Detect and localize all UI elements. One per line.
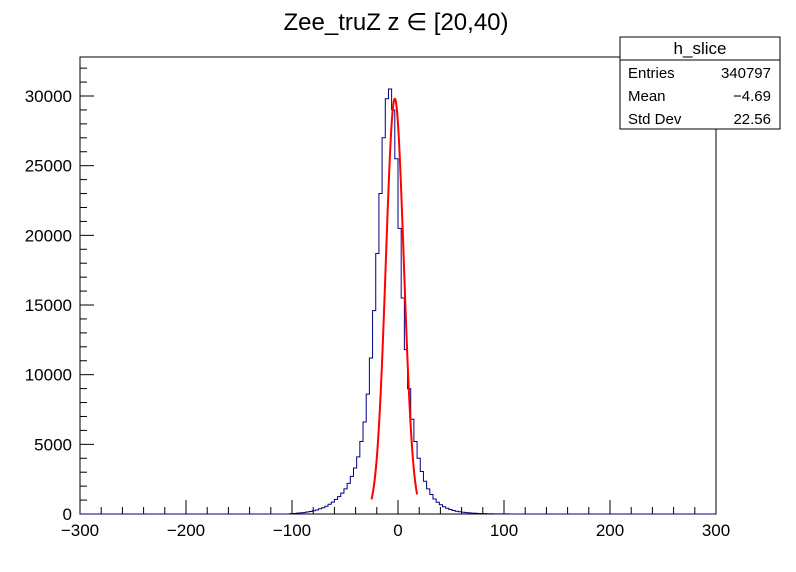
- x-tick-label: 200: [596, 521, 624, 540]
- x-tick-label: −200: [167, 521, 205, 540]
- x-tick-label: 0: [393, 521, 402, 540]
- histogram-series-h_slice: [80, 88, 716, 515]
- stats-box-title: h_slice: [674, 39, 727, 58]
- x-tick-label: 100: [490, 521, 518, 540]
- stats-mean-label: Mean: [628, 88, 666, 105]
- y-tick-label: 30000: [25, 87, 72, 106]
- x-tick-label: −300: [61, 521, 99, 540]
- x-tick-label: −100: [273, 521, 311, 540]
- y-tick-label: 25000: [25, 157, 72, 176]
- y-tick-label: 5000: [34, 435, 72, 454]
- y-axis: 0 5000 10000 15000 20000 25000 30000: [25, 67, 94, 524]
- stats-stddev-label: Std Dev: [628, 111, 682, 128]
- stats-box-frame: [619, 36, 781, 130]
- gaussian-fit-curve: [370, 97, 419, 500]
- chart-title: Zee_truZ z ∈ [20,40): [284, 9, 509, 36]
- stats-box: h_slice Entries 340797 Mean −4.69 Std De…: [619, 36, 781, 130]
- histogram-layer: [80, 88, 716, 515]
- y-tick-label: 0: [63, 505, 72, 524]
- stats-stddev-value: 22.56: [733, 111, 771, 128]
- y-tick-label: 10000: [25, 366, 72, 385]
- y-tick-label: 20000: [25, 226, 72, 245]
- x-axis: −300 −200 −100 0 100 200 300: [61, 500, 730, 540]
- stats-entries-label: Entries: [628, 65, 675, 82]
- stats-mean-value: −4.69: [733, 88, 771, 105]
- stats-entries-value: 340797: [721, 65, 771, 82]
- x-tick-label: 300: [702, 521, 730, 540]
- fit-layer: [370, 97, 419, 500]
- y-tick-label: 15000: [25, 296, 72, 315]
